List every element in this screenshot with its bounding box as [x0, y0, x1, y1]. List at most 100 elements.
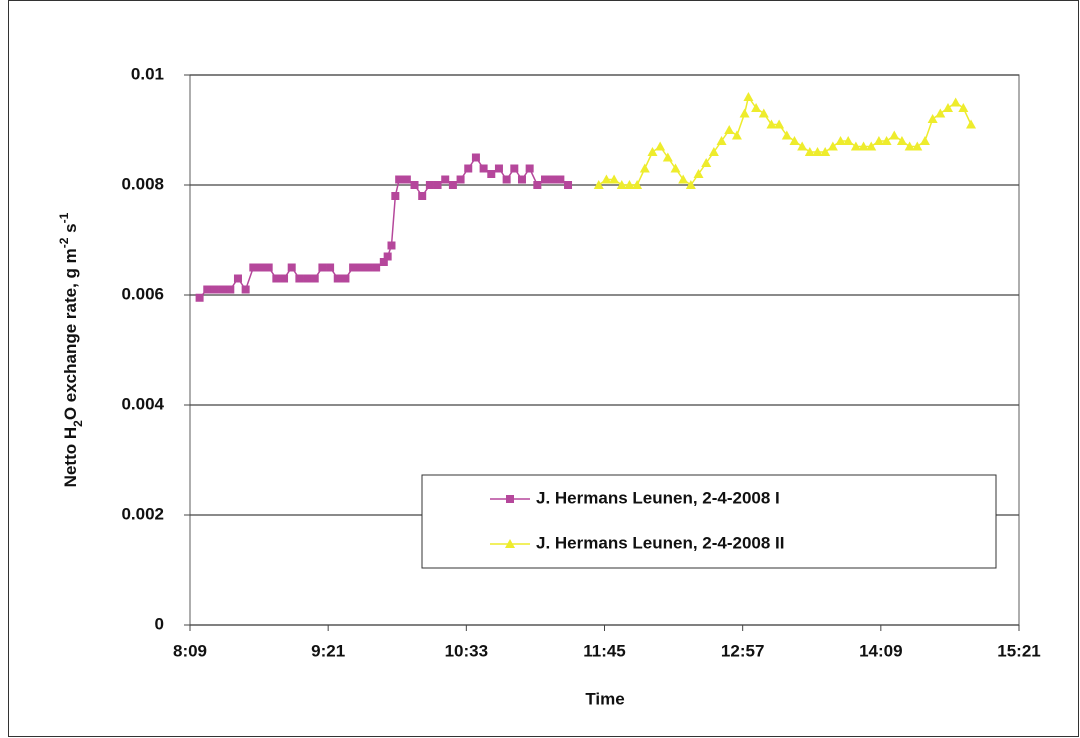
data-point	[471, 153, 480, 162]
data-point	[685, 180, 696, 189]
data-point	[257, 263, 266, 272]
legend-marker	[506, 495, 514, 503]
data-point	[525, 164, 534, 173]
data-point	[766, 119, 777, 129]
data-point	[210, 285, 219, 294]
x-tick-label: 8:09	[173, 641, 207, 660]
y-label-sub: 2	[71, 420, 85, 427]
data-point	[958, 103, 969, 112]
data-point	[395, 175, 404, 184]
y-axis-label: Netto H2O exchange rate, g m-2 s-1	[57, 212, 85, 487]
data-point	[287, 263, 296, 272]
data-point	[942, 103, 953, 112]
data-point	[387, 241, 396, 250]
data-point	[789, 136, 800, 145]
data-point	[701, 158, 712, 167]
data-point	[950, 97, 961, 107]
data-point	[678, 174, 689, 184]
data-point	[203, 285, 212, 294]
data-point	[379, 258, 388, 266]
data-point	[904, 141, 915, 151]
data-point	[410, 181, 419, 189]
data-point	[364, 263, 373, 272]
data-point	[609, 174, 620, 184]
data-point	[662, 152, 673, 162]
data-point	[272, 274, 281, 283]
data-point	[333, 274, 342, 283]
data-point	[318, 263, 327, 272]
x-tick-label: 10:33	[445, 641, 488, 660]
y-tick-label: 0.01	[131, 64, 164, 83]
data-point	[758, 108, 769, 118]
y-tick-label: 0.004	[121, 394, 164, 413]
data-point	[502, 175, 511, 184]
data-point	[858, 141, 869, 151]
data-point	[280, 274, 289, 283]
x-axis-label: Time	[585, 689, 624, 708]
data-point	[433, 181, 442, 189]
data-point	[935, 108, 946, 118]
data-point	[739, 108, 750, 118]
legend-label: J. Hermans Leunen, 2-4-2008 II	[536, 533, 785, 552]
data-point	[866, 141, 877, 151]
data-point	[425, 181, 434, 189]
x-tick-label: 14:09	[859, 641, 902, 660]
legend-box	[421, 474, 997, 569]
y-label-sup: -2	[57, 237, 71, 248]
data-point	[804, 147, 815, 156]
data-point	[241, 285, 250, 294]
data-point	[881, 136, 892, 145]
data-point	[927, 114, 938, 123]
data-point	[249, 263, 258, 272]
data-point	[781, 130, 792, 140]
x-tick-label: 9:21	[311, 641, 345, 660]
data-point	[850, 141, 861, 151]
data-point	[655, 141, 666, 151]
data-point	[564, 181, 573, 189]
data-point	[349, 263, 358, 272]
legend-marker	[505, 539, 515, 548]
x-tick-label: 12:57	[721, 641, 764, 660]
data-point	[326, 263, 335, 272]
data-point	[517, 175, 526, 184]
data-point	[835, 136, 846, 145]
data-point	[896, 136, 907, 145]
data-point	[195, 293, 204, 302]
data-point	[487, 170, 496, 178]
data-point	[843, 136, 854, 145]
data-point	[464, 164, 473, 173]
x-tick-label: 15:21	[997, 641, 1040, 660]
data-point	[548, 175, 557, 184]
y-label-part: Netto H	[61, 427, 80, 487]
data-point	[616, 180, 627, 189]
data-point	[774, 119, 785, 129]
data-point	[494, 164, 503, 173]
data-point	[541, 175, 550, 184]
data-point	[751, 103, 762, 112]
data-point	[356, 263, 365, 272]
data-point	[456, 175, 465, 184]
y-tick-label: 0	[155, 614, 164, 633]
data-point	[708, 147, 719, 156]
data-point	[624, 180, 635, 189]
data-point	[889, 130, 900, 140]
data-point	[743, 92, 754, 101]
y-label-part: s	[61, 223, 80, 237]
data-point	[731, 130, 742, 140]
data-point	[295, 274, 304, 283]
data-point	[919, 136, 930, 145]
data-point	[448, 181, 457, 189]
data-point	[716, 136, 727, 145]
data-point	[391, 192, 400, 200]
y-label-part: O exchange rate, g m	[61, 248, 80, 420]
x-tick-label: 11:45	[583, 641, 626, 660]
data-point	[418, 192, 427, 200]
data-point	[556, 175, 565, 184]
y-tick-label: 0.006	[121, 284, 164, 303]
data-point	[966, 119, 977, 129]
data-point	[812, 147, 823, 156]
data-point	[479, 164, 488, 173]
data-point	[303, 274, 312, 283]
data-point	[797, 141, 808, 151]
data-point	[383, 252, 392, 261]
